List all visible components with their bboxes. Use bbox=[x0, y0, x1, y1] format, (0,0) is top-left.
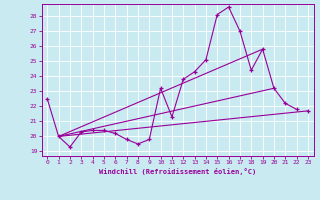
X-axis label: Windchill (Refroidissement éolien,°C): Windchill (Refroidissement éolien,°C) bbox=[99, 168, 256, 175]
